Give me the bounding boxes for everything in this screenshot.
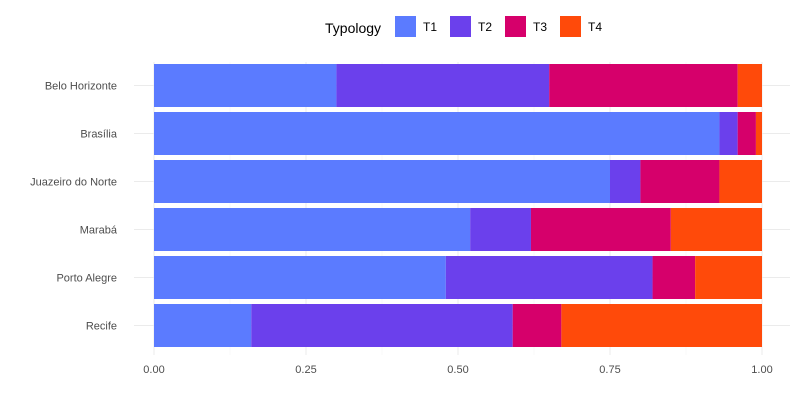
- legend-title: Typology: [325, 20, 381, 36]
- x-tick-label: 0.75: [599, 364, 620, 376]
- legend-key: [450, 16, 471, 37]
- y-tick-label: Juazeiro do Norte: [30, 177, 117, 189]
- legend-key: [395, 16, 416, 37]
- bar-segment: [336, 64, 550, 107]
- bar-segment: [154, 64, 337, 107]
- bar-segment: [719, 112, 738, 155]
- x-axis-labels: 0.00 0.25 0.50 0.75 1.00: [143, 364, 772, 376]
- y-tick-label: Belo Horizonte: [45, 81, 117, 93]
- bar-segment: [154, 304, 252, 347]
- y-tick-label: Brasília: [80, 129, 118, 141]
- bar-segment: [154, 208, 471, 251]
- y-tick-label: Porto Alegre: [56, 273, 117, 285]
- bar-segment: [512, 304, 562, 347]
- bars: [154, 64, 762, 347]
- bar-segment: [251, 304, 513, 347]
- bar-segment: [470, 208, 531, 251]
- y-tick-label: Marabá: [80, 225, 118, 237]
- bar-segment: [154, 160, 610, 203]
- y-axis-labels: Belo Horizonte Brasília Juazeiro do Norte M…: [30, 81, 118, 333]
- bar-segment: [640, 160, 720, 203]
- x-tick-label: 1.00: [751, 364, 772, 376]
- y-tick-label: Recife: [86, 321, 117, 333]
- bar-segment: [445, 256, 653, 299]
- bar-segment: [737, 112, 756, 155]
- bar-segment: [561, 304, 762, 347]
- bar-segment: [652, 256, 696, 299]
- bar-segment: [530, 208, 671, 251]
- legend-label: T1: [423, 20, 437, 34]
- legend-key: [505, 16, 526, 37]
- bar-segment: [154, 256, 446, 299]
- x-tick-label: 0.50: [447, 364, 468, 376]
- bar-segment: [670, 208, 762, 251]
- legend-label: T4: [588, 20, 602, 34]
- bar-segment: [610, 160, 641, 203]
- legend-label: T3: [533, 20, 547, 34]
- x-tick-label: 0.25: [295, 364, 316, 376]
- x-tick-label: 0.00: [143, 364, 164, 376]
- bar-segment: [695, 256, 762, 299]
- legend-label: T2: [478, 20, 492, 34]
- bar-segment: [737, 64, 762, 107]
- bar-segment: [549, 64, 738, 107]
- legend: Typology T1 T2 T3 T4: [325, 16, 602, 37]
- bar-segment: [154, 112, 720, 155]
- bar-segment: [755, 112, 762, 155]
- bar-segment: [719, 160, 762, 203]
- legend-key: [560, 16, 581, 37]
